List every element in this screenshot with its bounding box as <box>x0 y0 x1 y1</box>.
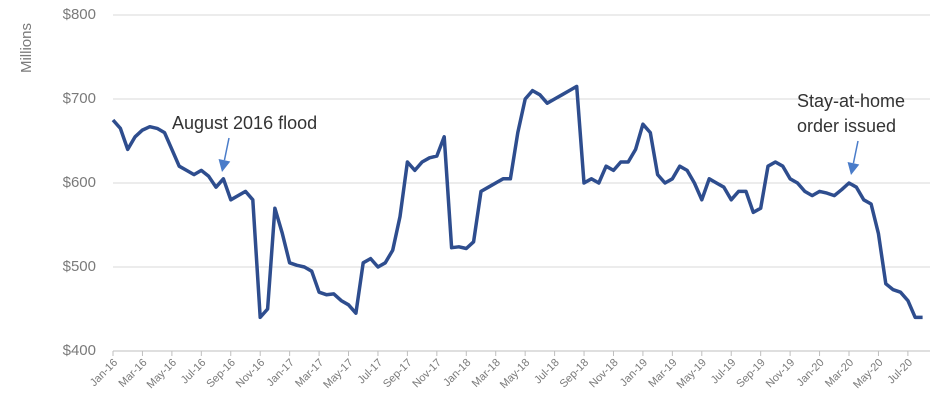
x-tick-label: Jan-19 <box>618 357 650 389</box>
y-tick-label: $400 <box>63 342 96 359</box>
x-tick-label: May-17 <box>321 357 355 391</box>
y-tick-label: $500 <box>63 258 96 275</box>
x-tick-label: Sep-18 <box>558 357 592 391</box>
annotation-arrowhead <box>218 159 231 172</box>
x-tick-label: May-20 <box>851 357 885 391</box>
x-tick-label: Nov-16 <box>234 357 268 391</box>
x-tick-label: Jan-16 <box>88 357 120 389</box>
x-tick-label: Mar-16 <box>116 357 149 390</box>
x-tick-label: Jan-18 <box>441 357 473 389</box>
y-tick-label: $800 <box>63 6 96 23</box>
data-line <box>111 84 923 320</box>
x-tick-label: Jan-20 <box>794 357 826 389</box>
annotation: order issued <box>797 116 896 136</box>
x-tick-label: Mar-19 <box>646 357 679 390</box>
y-axis-label: Millions <box>18 23 35 73</box>
x-tick-label: Mar-20 <box>823 357 856 390</box>
x-tick-label: Jan-17 <box>265 357 297 389</box>
x-tick-label: May-19 <box>675 357 709 391</box>
x-tick-label: Mar-18 <box>470 357 503 390</box>
x-tick-label: Mar-17 <box>293 357 326 390</box>
y-tick-label: $600 <box>63 174 96 191</box>
x-tick-label: May-18 <box>498 357 532 391</box>
x-tick-label: Nov-17 <box>410 357 444 391</box>
x-tick-label: May-16 <box>145 357 179 391</box>
x-tick-label: Sep-17 <box>381 357 415 391</box>
annotation: August 2016 flood <box>172 113 317 133</box>
annotation: Stay-at-home <box>797 91 905 111</box>
x-tick-label: Sep-19 <box>734 357 768 391</box>
y-tick-label: $700 <box>63 90 96 107</box>
x-tick-label: Nov-19 <box>764 357 798 391</box>
x-tick-label: Jul-20 <box>885 357 915 387</box>
x-tick-label: Nov-18 <box>587 357 621 391</box>
annotation-arrow <box>223 137 230 161</box>
annotation-arrowhead <box>847 162 860 175</box>
x-tick-label: Sep-16 <box>204 357 238 391</box>
annotation-arrow <box>852 140 859 164</box>
